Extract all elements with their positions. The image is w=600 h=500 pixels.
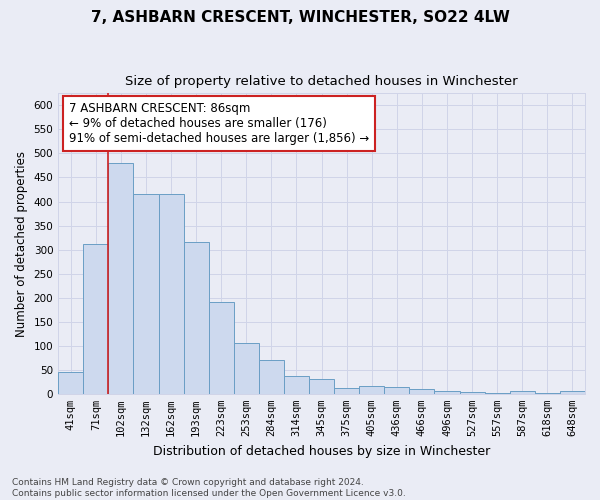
Bar xyxy=(259,360,284,394)
Bar xyxy=(309,380,334,394)
Text: Contains HM Land Registry data © Crown copyright and database right 2024.
Contai: Contains HM Land Registry data © Crown c… xyxy=(12,478,406,498)
Bar xyxy=(560,392,585,394)
Bar xyxy=(460,392,485,394)
Bar xyxy=(109,163,133,394)
Bar xyxy=(284,376,309,394)
X-axis label: Distribution of detached houses by size in Winchester: Distribution of detached houses by size … xyxy=(153,444,490,458)
Bar xyxy=(58,372,83,394)
Title: Size of property relative to detached houses in Winchester: Size of property relative to detached ho… xyxy=(125,75,518,88)
Bar xyxy=(209,302,234,394)
Bar xyxy=(434,392,460,394)
Bar xyxy=(409,389,434,394)
Bar xyxy=(385,387,409,394)
Bar xyxy=(234,344,259,394)
Text: 7 ASHBARN CRESCENT: 86sqm
← 9% of detached houses are smaller (176)
91% of semi-: 7 ASHBARN CRESCENT: 86sqm ← 9% of detach… xyxy=(69,102,369,146)
Bar xyxy=(83,244,109,394)
Bar xyxy=(359,386,385,394)
Text: 7, ASHBARN CRESCENT, WINCHESTER, SO22 4LW: 7, ASHBARN CRESCENT, WINCHESTER, SO22 4L… xyxy=(91,10,509,25)
Bar xyxy=(158,194,184,394)
Bar xyxy=(184,242,209,394)
Bar xyxy=(510,392,535,394)
Bar xyxy=(133,194,158,394)
Bar xyxy=(334,388,359,394)
Y-axis label: Number of detached properties: Number of detached properties xyxy=(15,150,28,336)
